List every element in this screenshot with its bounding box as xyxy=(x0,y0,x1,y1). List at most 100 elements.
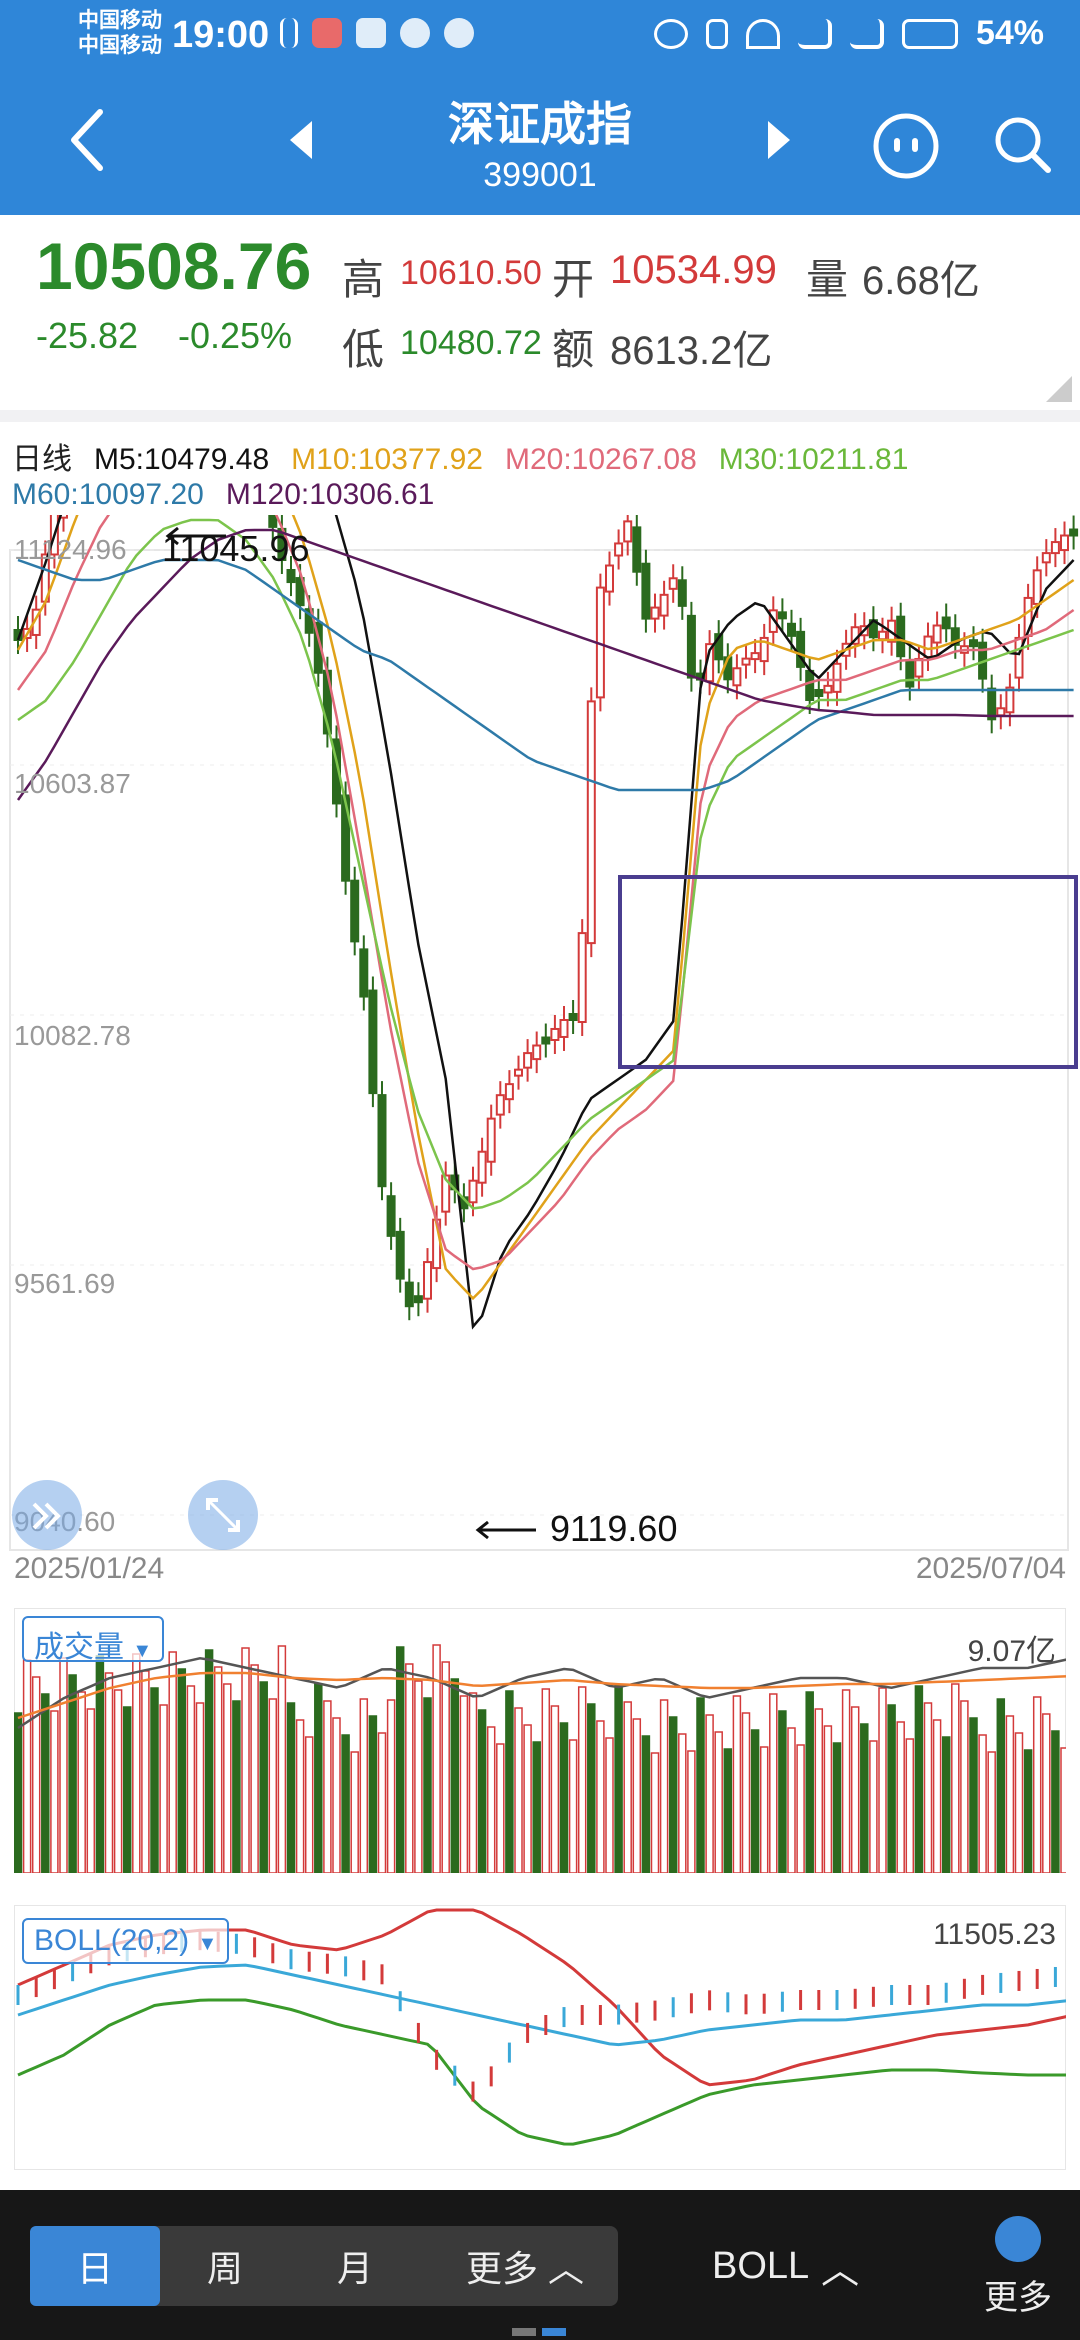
candle-body xyxy=(787,622,796,637)
bear-icon xyxy=(356,18,386,48)
candle-body xyxy=(495,1094,505,1116)
volume-bar xyxy=(596,1720,605,1873)
volume-bar xyxy=(332,1717,341,1873)
candle-body xyxy=(413,1295,423,1304)
dropdown-caret-icon: ▼ xyxy=(197,1933,218,1955)
tab-week[interactable]: 周 xyxy=(206,2248,243,2289)
volume-bar xyxy=(723,1748,733,1873)
open-value: 10534.99 xyxy=(610,248,777,292)
volume-bar xyxy=(650,1752,660,1873)
header-bar: 中国移动 中国移动 19:00 54% 深证成指 399001 xyxy=(0,0,1080,215)
candle-body xyxy=(777,611,787,620)
boll-max-label: 11505.23 xyxy=(933,1918,1056,1951)
volume-bar xyxy=(405,1663,414,1873)
candle-body xyxy=(541,1036,551,1045)
tab-more-label: 更多 xyxy=(465,2248,538,2289)
volume-bar xyxy=(514,1707,523,1873)
candle-body xyxy=(650,606,660,620)
back-arrow-icon[interactable] xyxy=(60,100,120,180)
expand-corner-icon[interactable] xyxy=(1046,376,1072,402)
volume-ma10-line xyxy=(17,1671,1066,1720)
candle-body xyxy=(623,520,633,543)
volume-bar xyxy=(286,1702,296,1873)
candle-body xyxy=(550,1027,560,1041)
volume-bar xyxy=(823,1725,833,1873)
volume-bar xyxy=(113,1689,123,1873)
kline-chart[interactable] xyxy=(0,515,1080,1555)
candle-body xyxy=(805,669,815,701)
volume-bar xyxy=(377,1732,387,1873)
tab-day[interactable]: 日 xyxy=(30,2226,160,2306)
tab-more[interactable]: 更多 ︿ xyxy=(440,2226,610,2306)
candle-body xyxy=(759,636,769,663)
volume-bar xyxy=(505,1690,514,1873)
volume-bar xyxy=(659,1699,669,1873)
volume-indicator-select[interactable]: 成交量 ▼ xyxy=(22,1616,165,1664)
volume-bar xyxy=(932,1719,942,1873)
volume-bar xyxy=(77,1691,86,1873)
volume-bar xyxy=(186,1685,196,1873)
tab-month[interactable]: 月 xyxy=(336,2248,373,2289)
candle-body xyxy=(404,1281,414,1308)
volume-bar xyxy=(523,1724,532,1873)
prev-stock-icon[interactable] xyxy=(282,115,322,165)
ma20-label: M20:10267.08 xyxy=(504,443,697,476)
ma60-line xyxy=(17,558,1074,792)
volume-bar xyxy=(759,1746,769,1873)
volume-bar xyxy=(905,1738,915,1873)
low-mark-value: 9119.60 xyxy=(550,1508,678,1549)
page-title: 深证成指 xyxy=(448,98,632,150)
more-icon xyxy=(995,2216,1041,2262)
amount-label: 额 xyxy=(552,326,595,373)
volume-bar xyxy=(732,1695,742,1873)
carrier-label: 中国移动 中国移动 xyxy=(78,8,162,58)
candle-body xyxy=(286,569,296,584)
ma20-line xyxy=(16,515,1075,1271)
candle-body xyxy=(814,689,824,697)
candle-body xyxy=(823,684,833,694)
date-end: 2025/07/04 xyxy=(915,1552,1066,1585)
candle-body xyxy=(377,1094,387,1188)
wifi-icon xyxy=(745,18,780,49)
candle-body xyxy=(1005,686,1015,714)
volume-bar xyxy=(295,1719,305,1873)
volume-bar xyxy=(232,1700,241,1873)
chat-bot-icon[interactable] xyxy=(872,112,940,180)
volume-bar xyxy=(386,1699,396,1873)
volume-bar xyxy=(168,1651,177,1873)
indicator-switch-button[interactable]: BOLL ︿ xyxy=(712,2226,859,2306)
volume-bar xyxy=(623,1701,632,1873)
volume-bar xyxy=(314,1683,323,1873)
volume-bar xyxy=(22,1659,32,1873)
more-label: 更多 xyxy=(984,2279,1052,2317)
volume-bar xyxy=(678,1733,687,1873)
search-icon[interactable] xyxy=(990,112,1054,176)
volume-bar xyxy=(978,1734,987,1873)
low-mark-label: 9119.60 xyxy=(550,1508,677,1550)
next-stock-icon[interactable] xyxy=(758,115,798,165)
volume-bar xyxy=(577,1686,587,1873)
volume-bar xyxy=(86,1708,96,1873)
ma10-label: M10:10377.92 xyxy=(291,443,483,476)
candle-body xyxy=(987,687,997,721)
volume-bar xyxy=(477,1709,487,1873)
candle-body xyxy=(714,633,724,661)
volume-chart[interactable] xyxy=(14,1608,1066,1873)
ma-legend-row-1: 日线 M5:10479.48 M10:10377.92 M20:10267.08 M30… xyxy=(12,434,908,478)
volume-bar xyxy=(705,1714,714,1873)
alarm-icon xyxy=(653,18,688,49)
candle-body xyxy=(668,577,678,590)
cloud-icon xyxy=(400,18,430,48)
candle-body xyxy=(641,562,651,620)
candle-body xyxy=(905,659,915,688)
candle-body xyxy=(796,630,806,668)
more-button[interactable]: 更多 xyxy=(968,2210,1068,2330)
dropdown-caret-icon: ▼ xyxy=(132,1640,153,1662)
boll-indicator-select[interactable]: BOLL(20,2) ▼ xyxy=(22,1918,230,1964)
carrier-2: 中国移动 xyxy=(78,34,162,57)
volume-bar xyxy=(541,1688,551,1873)
high-label: 高 xyxy=(342,256,385,303)
volume-bar xyxy=(468,1692,478,1873)
volume-bar xyxy=(459,1695,469,1873)
candle-body xyxy=(350,879,360,943)
